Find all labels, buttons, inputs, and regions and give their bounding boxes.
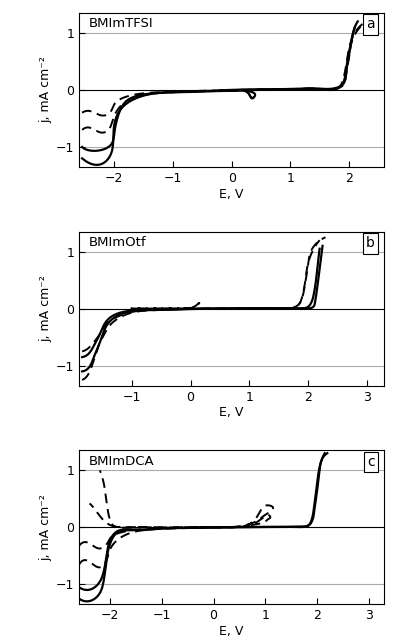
X-axis label: E, V: E, V [219, 625, 244, 638]
Text: BMImOtf: BMImOtf [88, 236, 146, 249]
Y-axis label: j, mA cm⁻²: j, mA cm⁻² [39, 494, 52, 561]
X-axis label: E, V: E, V [219, 406, 244, 419]
Text: a: a [366, 17, 375, 32]
Y-axis label: j, mA cm⁻²: j, mA cm⁻² [39, 275, 52, 342]
Text: BMImTFSI: BMImTFSI [88, 17, 153, 30]
Text: b: b [366, 236, 375, 250]
X-axis label: E, V: E, V [219, 188, 244, 201]
Text: c: c [367, 455, 375, 469]
Y-axis label: j, mA cm⁻²: j, mA cm⁻² [39, 57, 52, 123]
Text: BMImDCA: BMImDCA [88, 455, 154, 468]
